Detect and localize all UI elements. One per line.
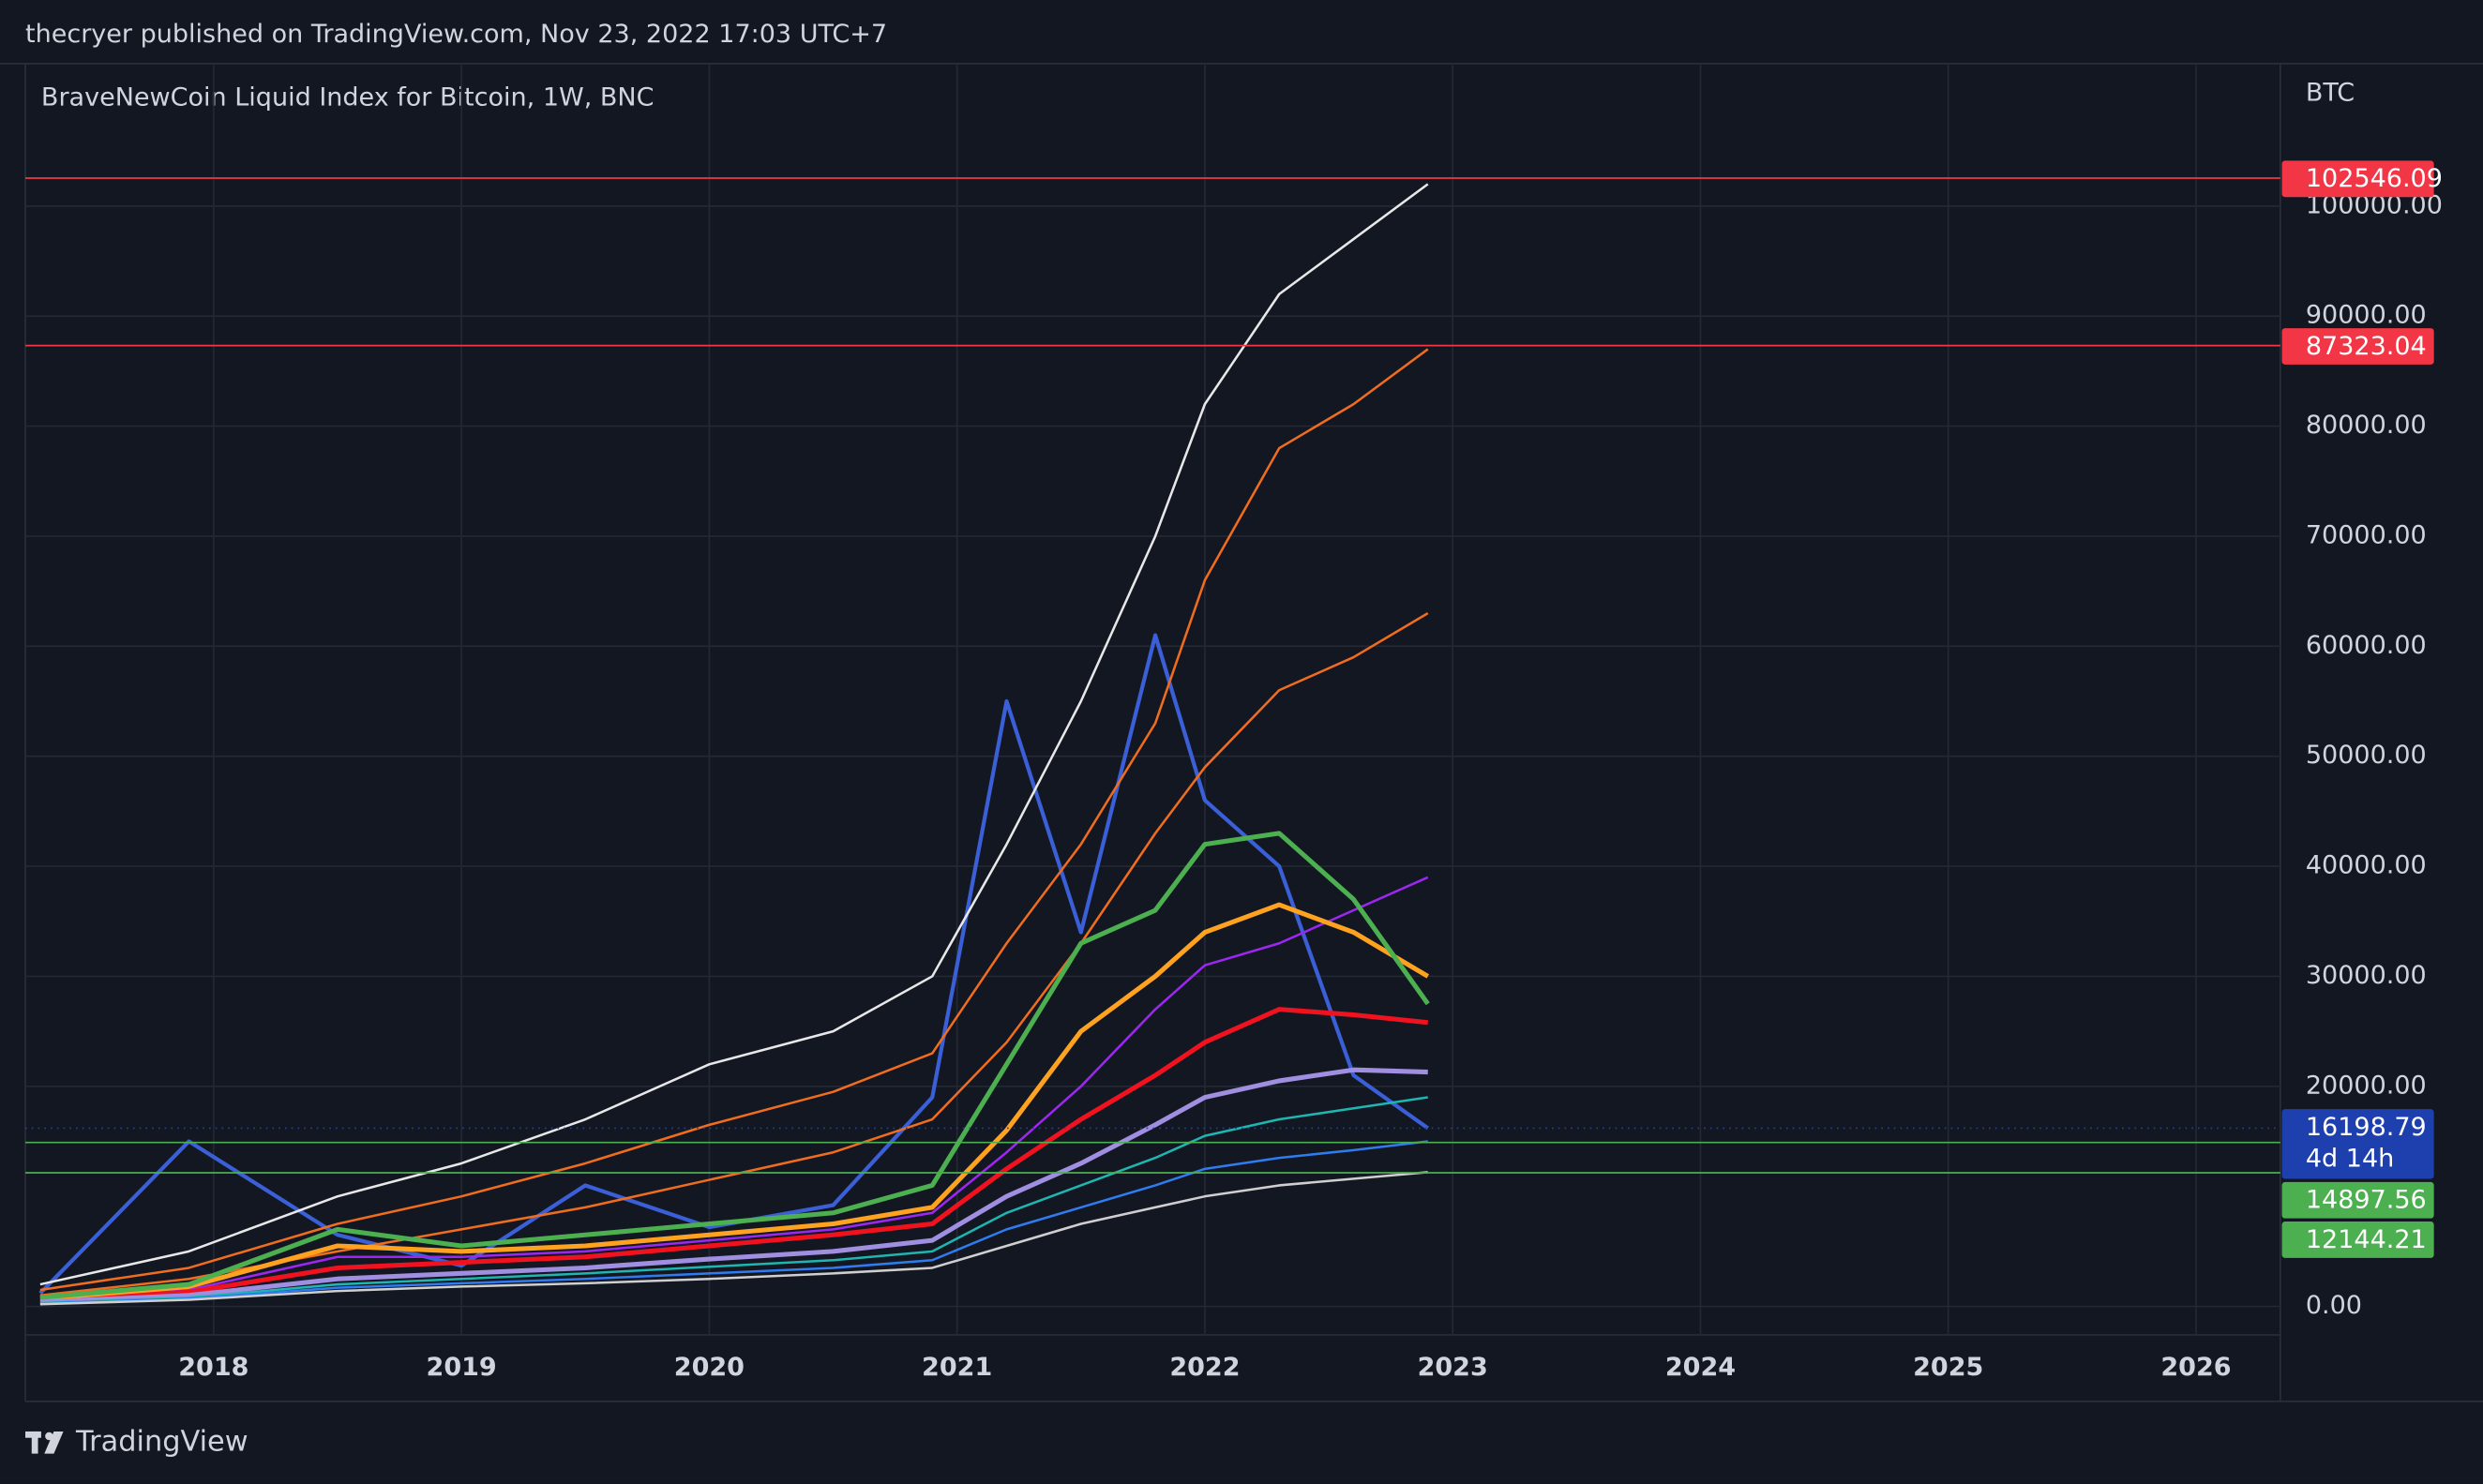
series-line [39, 1171, 1428, 1306]
series-line [39, 876, 1429, 1301]
x-tick-label: 2025 [1913, 1353, 1983, 1382]
y-tick-label: 70000.00 [2306, 520, 2427, 549]
series-line [39, 1007, 1429, 1304]
price-line-box [2281, 1222, 2434, 1258]
x-tick-label: 2022 [1169, 1353, 1240, 1382]
x-tick-label: 2021 [922, 1353, 992, 1382]
publisher: thecryer published on TradingView.com, N… [25, 20, 887, 49]
tradingview-logo [25, 1431, 64, 1454]
countdown: 4d 14h [2306, 1145, 2394, 1174]
x-tick-label: 2023 [1418, 1353, 1488, 1382]
price-line-label: 87323.04 [2306, 332, 2427, 361]
price-line-label: 102546.09 [2306, 164, 2443, 193]
last-price-label: 16198.79 [2306, 1113, 2427, 1142]
x-tick-label: 2026 [2160, 1353, 2231, 1382]
y-tick-label: 20000.00 [2306, 1071, 2427, 1100]
price-line-box [2281, 160, 2434, 198]
x-tick-label: 2018 [178, 1353, 248, 1382]
series-line [39, 1067, 1428, 1305]
y-tick-label: 0.00 [2306, 1291, 2362, 1320]
series-line [39, 1140, 1428, 1305]
brand: TradingView [75, 1425, 248, 1458]
y-tick-label: 30000.00 [2306, 961, 2427, 990]
y-tick-label: 40000.00 [2306, 851, 2427, 880]
price-line-box [2281, 328, 2434, 365]
series-line [39, 831, 1430, 1300]
chart-title: BraveNewCoin Liquid Index for Bitcoin, 1… [41, 83, 655, 112]
y-tick-label: 60000.00 [2306, 631, 2427, 660]
price-line-box [2281, 1181, 2434, 1219]
series-line [39, 183, 1429, 1286]
last-price-box [2281, 1109, 2434, 1179]
y-tick-label: 80000.00 [2306, 411, 2427, 440]
price-line-label: 14897.56 [2306, 1186, 2427, 1215]
currency: BTC [2306, 78, 2355, 107]
y-tick-label: 50000.00 [2306, 741, 2427, 770]
series-line [39, 612, 1429, 1297]
x-tick-label: 2020 [674, 1353, 745, 1382]
series-line [39, 348, 1429, 1292]
x-tick-label: 2024 [1665, 1353, 1736, 1382]
series-line [39, 1096, 1428, 1305]
x-tick-label: 2019 [427, 1353, 497, 1382]
y-tick-label: 90000.00 [2306, 301, 2427, 330]
price-line-label: 12144.21 [2306, 1225, 2427, 1254]
series-line [39, 902, 1430, 1301]
